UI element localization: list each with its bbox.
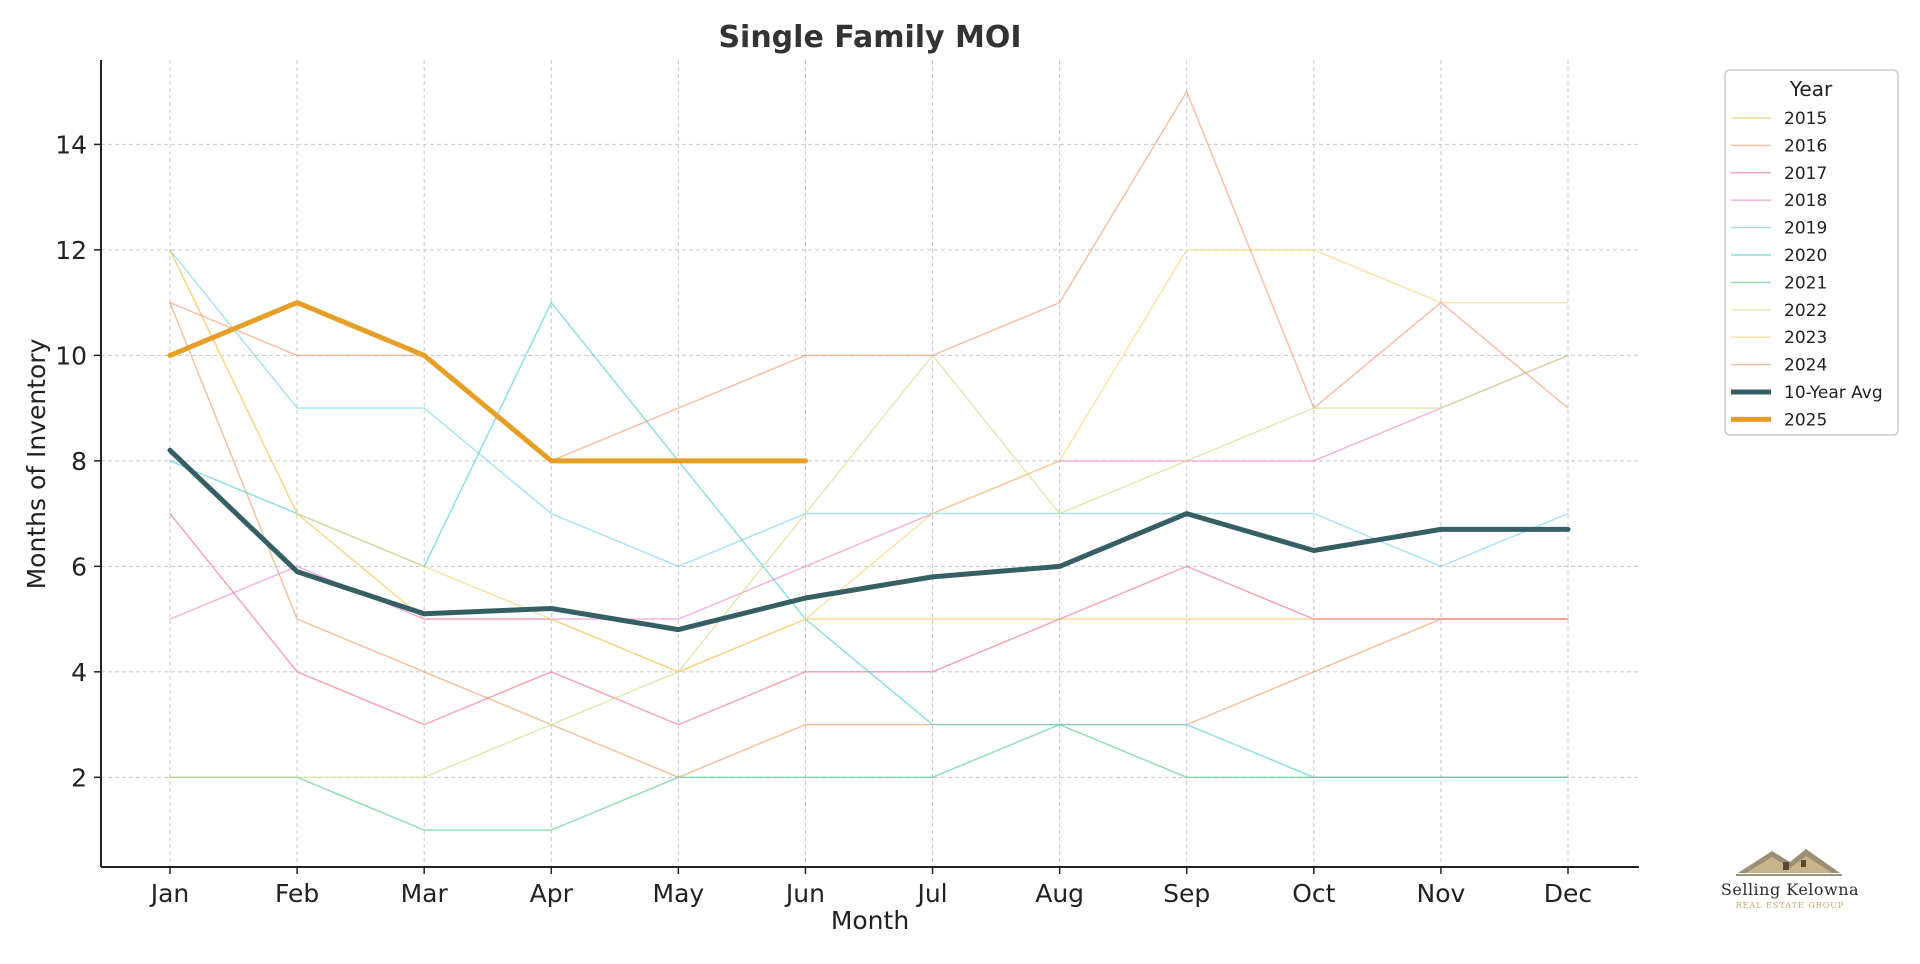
house-roofline-logo-icon <box>1736 849 1842 876</box>
x-tick-label: Oct <box>1292 879 1335 908</box>
x-tick-label: Dec <box>1544 879 1592 908</box>
legend-item: 2017 <box>1731 164 1827 184</box>
legend-label: 2020 <box>1784 246 1827 266</box>
series-line-2018 <box>169 354 1569 620</box>
series-line-2021 <box>169 723 1569 831</box>
legend-item: 2020 <box>1731 246 1827 266</box>
legend-label: 2015 <box>1784 109 1827 129</box>
series-line-2025 <box>167 300 808 464</box>
logo-subtitle: REAL ESTATE GROUP <box>1736 901 1845 910</box>
x-tick-label: Jan <box>149 879 190 908</box>
y-tick-label: 12 <box>55 236 87 265</box>
series-line-2016 <box>169 301 1569 778</box>
y-axis-label: Months of Inventory <box>22 338 51 589</box>
legend-box <box>1724 69 1899 436</box>
legend-item: 2024 <box>1731 356 1827 376</box>
legend-label: 2023 <box>1784 328 1827 348</box>
logo-name: Selling Kelowna <box>1721 880 1859 899</box>
x-tick-label: Jun <box>784 879 825 908</box>
legend-item: 2018 <box>1731 191 1827 211</box>
y-tick-labels: 2 4 6 8 10 12 14 <box>55 130 101 792</box>
gridlines <box>101 60 1639 867</box>
legend-label: 2018 <box>1784 191 1827 211</box>
y-tick-label: 2 <box>71 763 87 792</box>
legend-label: 2022 <box>1784 301 1827 321</box>
x-tick-label: Sep <box>1163 879 1210 908</box>
axes <box>100 60 1639 868</box>
legend-item: 2016 <box>1731 136 1827 156</box>
y-tick-label: 6 <box>71 552 87 581</box>
legend-item: 10-Year Avg <box>1731 383 1883 403</box>
x-tick-label: Mar <box>401 879 449 908</box>
legend-label: 2017 <box>1784 164 1827 184</box>
x-axis-label: Month <box>831 906 909 935</box>
x-tick-label: Aug <box>1035 879 1084 908</box>
x-tick-label: Nov <box>1417 879 1466 908</box>
series-line-2022 <box>169 354 1569 778</box>
legend-label: 2025 <box>1784 410 1827 430</box>
series-line-2015 <box>169 249 1569 673</box>
y-tick-label: 8 <box>71 447 87 476</box>
legend-item: 2021 <box>1731 273 1827 293</box>
legend-item: 2019 <box>1731 219 1827 239</box>
legend-item: 2023 <box>1731 328 1827 348</box>
y-tick-label: 10 <box>55 341 87 370</box>
selling-kelowna-logo: Selling Kelowna REAL ESTATE GROUP <box>1721 849 1859 910</box>
legend: Year 2015 2016 2017 2018 2019 2020 2021 2022 202… <box>1724 69 1899 436</box>
x-tick-labels: Jan Feb Mar Apr May Jun Jul Aug Sep Oct Nov Dec <box>149 867 1592 908</box>
x-tick-label: May <box>653 879 705 908</box>
legend-items: 2015 2016 2017 2018 2019 2020 2021 2022 2023 2024… <box>1731 109 1883 430</box>
series-line-2019 <box>169 249 1569 568</box>
x-tick-label: Apr <box>530 879 574 908</box>
chart-title: Single Family MOI <box>718 20 1021 55</box>
y-tick-label: 14 <box>55 130 87 159</box>
legend-item: 2022 <box>1731 301 1827 321</box>
legend-label: 2024 <box>1784 356 1827 376</box>
series-lines <box>167 90 1571 831</box>
series-line-10-year-avg <box>167 447 1571 633</box>
series-line-2023 <box>169 249 1569 673</box>
legend-label: 10-Year Avg <box>1784 383 1883 403</box>
x-tick-label: Jul <box>915 879 947 908</box>
legend-label: 2021 <box>1784 273 1827 293</box>
legend-item: 2025 <box>1731 410 1827 430</box>
x-tick-label: Feb <box>275 879 319 908</box>
legend-title: Year <box>1789 77 1833 101</box>
legend-label: 2019 <box>1784 219 1827 239</box>
series-line-2024 <box>169 90 1569 462</box>
legend-item: 2015 <box>1731 109 1827 129</box>
y-tick-label: 4 <box>71 658 87 687</box>
legend-label: 2016 <box>1784 136 1827 156</box>
